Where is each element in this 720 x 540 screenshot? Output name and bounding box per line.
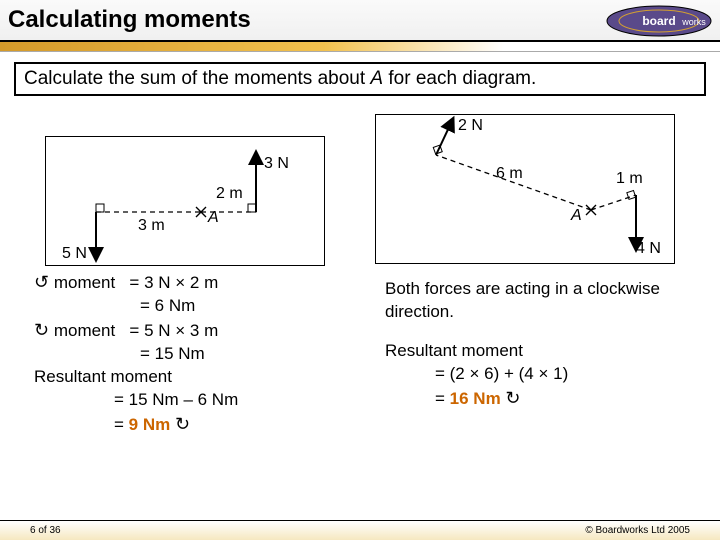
ccw-label: moment [54, 273, 115, 292]
label-2m: 2 m [216, 185, 243, 203]
res-r1: = (2 × 6) + (4 × 1) [435, 364, 568, 383]
logo: board works [604, 4, 714, 38]
footer-right: © Boardworks Ltd 2005 [585, 525, 690, 536]
cw-icon: ↻ [34, 320, 49, 340]
res-ans-r: 16 Nm [450, 389, 501, 408]
res-l1: = 15 Nm – 6 Nm [114, 390, 238, 409]
svg-text:works: works [681, 17, 706, 27]
ccw-icon: ↺ [34, 272, 49, 292]
instruction-box: Calculate the sum of the moments about A… [14, 62, 706, 96]
ccw-l2: = 6 Nm [140, 296, 195, 315]
ccw-l1: = 3 N × 2 m [129, 273, 218, 292]
page-title: Calculating moments [8, 6, 251, 34]
label-3n: 3 N [264, 155, 289, 173]
note1: Both forces are acting in a clockwise di… [385, 278, 700, 324]
label-a-right: A [571, 207, 582, 225]
label-1m: 1 m [616, 170, 643, 188]
calc-right: Both forces are acting in a clockwise di… [359, 270, 700, 437]
instruction-var: A [370, 68, 383, 89]
accent-strip [0, 42, 720, 52]
cw-l2: = 15 Nm [140, 344, 205, 363]
res-label-l: Resultant moment [34, 367, 172, 386]
label-2n: 2 N [458, 117, 483, 135]
title-bar: Calculating moments board works [0, 0, 720, 42]
instruction-suffix: for each diagram. [383, 68, 536, 89]
calc-left: ↺ moment = 3 N × 2 m = 6 Nm ↻ moment = 5… [20, 270, 359, 437]
footer: 6 of 36 © Boardworks Ltd 2005 [0, 520, 720, 540]
calc-row: ↺ moment = 3 N × 2 m = 6 Nm ↻ moment = 5… [20, 270, 700, 437]
cw-l1: = 5 N × 3 m [129, 321, 218, 340]
diagram-left: 3 N 2 m 3 m A 5 N [45, 136, 325, 266]
res-ans-l: 9 Nm [129, 415, 171, 434]
diagram-right: 2 N 6 m 1 m A 4 N [375, 114, 675, 264]
diagram-row: 3 N 2 m 3 m A 5 N [20, 104, 700, 264]
label-3m: 3 m [138, 217, 165, 235]
cw-icon3: ↻ [505, 388, 520, 408]
footer-left: 6 of 36 [30, 525, 61, 536]
res-label-r: Resultant moment [385, 341, 523, 360]
instruction-prefix: Calculate the sum of the moments about [24, 68, 370, 89]
svg-text:board: board [642, 14, 675, 28]
cw-label: moment [54, 321, 115, 340]
label-a-left: A [208, 209, 219, 227]
cw-icon2: ↻ [175, 414, 190, 434]
label-5n: 5 N [62, 245, 87, 263]
label-4n: 4 N [636, 240, 661, 258]
label-6m: 6 m [496, 165, 523, 183]
